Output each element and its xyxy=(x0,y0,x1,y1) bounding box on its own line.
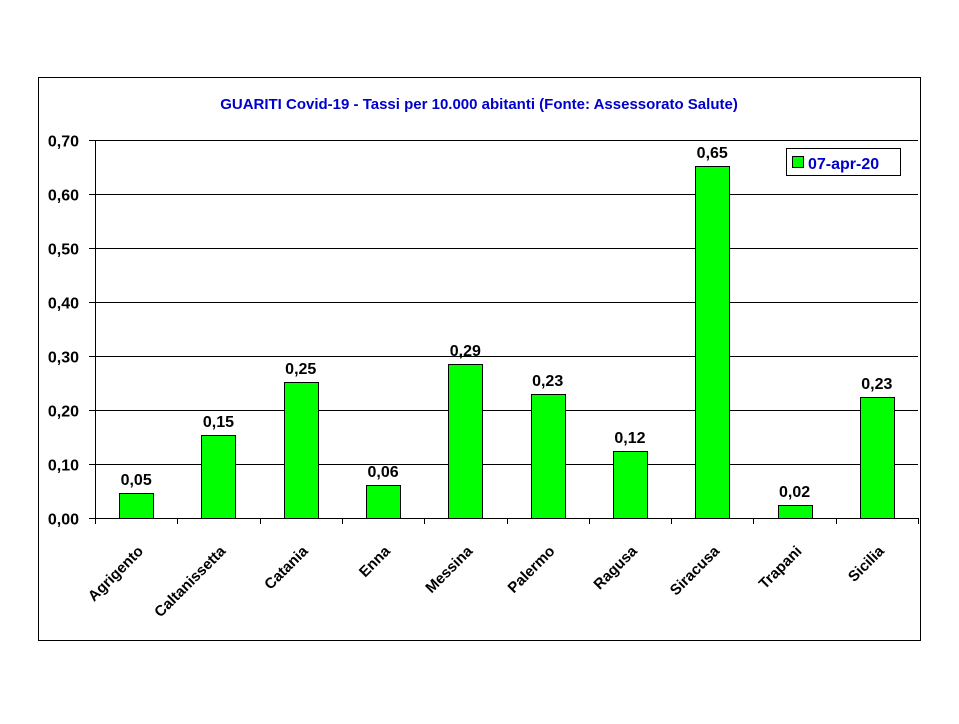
y-tick-label: 0,40 xyxy=(48,296,79,313)
y-tick-label: 0,20 xyxy=(48,404,79,421)
chart-title: GUARITI Covid-19 - Tassi per 10.000 abit… xyxy=(220,96,738,113)
y-tick-label: 0,30 xyxy=(48,350,79,367)
bar-sicilia xyxy=(860,397,895,519)
data-label: 0,05 xyxy=(121,472,152,489)
data-label: 0,23 xyxy=(861,376,892,393)
bar-siracusa xyxy=(695,166,730,519)
y-tick-label: 0,60 xyxy=(48,188,79,205)
data-label: 0,12 xyxy=(614,430,645,447)
y-tick-label: 0,00 xyxy=(48,512,79,529)
data-label: 0,06 xyxy=(367,464,398,481)
y-tick-label: 0,50 xyxy=(48,242,79,259)
bar-caltanissetta xyxy=(201,435,236,519)
data-label: 0,15 xyxy=(203,414,234,431)
data-label: 0,23 xyxy=(532,373,563,390)
bar-agrigento xyxy=(119,493,154,519)
legend-swatch xyxy=(792,156,804,168)
bar-enna xyxy=(366,485,401,519)
data-label: 0,29 xyxy=(450,343,481,360)
legend[interactable]: 07-apr-20 xyxy=(786,148,901,176)
legend-label: 07-apr-20 xyxy=(808,156,879,173)
data-label: 0,25 xyxy=(285,361,316,378)
bar-ragusa xyxy=(613,451,648,519)
bar-trapani xyxy=(778,505,813,519)
bar-catania xyxy=(284,382,319,519)
y-axis: 0,00 0,10 0,20 0,30 0,40 0,50 0,60 0,70 xyxy=(48,134,918,529)
chart-frame xyxy=(38,77,921,641)
bars: 0,05 0,15 0,25 0,06 0,29 0,23 0,12 0,65 0,02 0,23 xyxy=(119,145,895,519)
y-tick-label: 0,70 xyxy=(48,134,79,151)
bar-palermo xyxy=(531,394,566,519)
data-label: 0,02 xyxy=(779,484,810,501)
y-tick-label: 0,10 xyxy=(48,458,79,475)
bar-messina xyxy=(448,364,483,519)
data-label: 0,65 xyxy=(697,145,728,162)
